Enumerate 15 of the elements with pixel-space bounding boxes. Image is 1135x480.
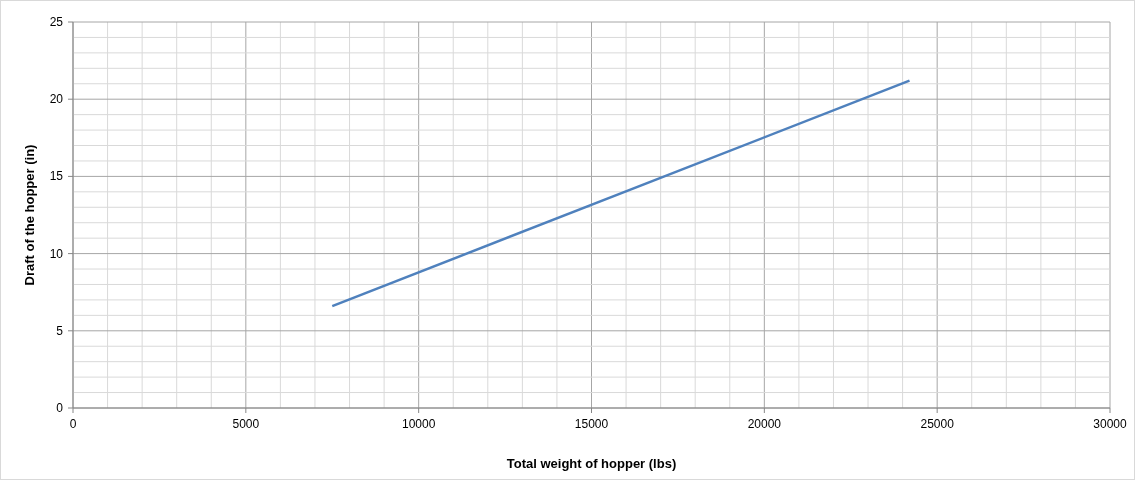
x-tick-label: 25000: [920, 417, 955, 431]
x-tick-label: 15000: [574, 417, 609, 431]
x-tick-label: 20000: [747, 417, 782, 431]
x-tick-label: 30000: [1093, 417, 1128, 431]
y-tick-label: 0: [56, 401, 64, 415]
y-tick-label: 5: [56, 323, 64, 338]
x-axis-title: Total weight of hopper (lbs): [506, 456, 677, 471]
y-tick-label: 25: [49, 15, 64, 29]
y-axis-title: Draft of the hopper (in): [22, 144, 37, 286]
x-tick-label: 5000: [232, 417, 260, 431]
x-tick-label: 10000: [401, 417, 436, 431]
y-tick-label: 20: [49, 92, 64, 107]
y-tick-label: 10: [49, 246, 64, 261]
x-tick-label: 0: [69, 417, 77, 431]
y-tick-label: 15: [49, 169, 64, 184]
